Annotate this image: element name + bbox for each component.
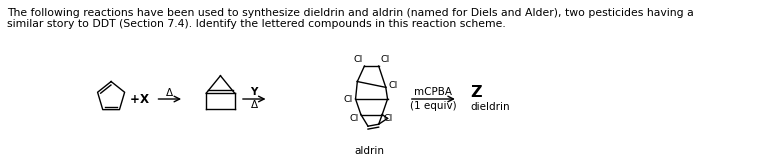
Text: aldrin: aldrin bbox=[354, 146, 384, 156]
Text: Cl: Cl bbox=[383, 114, 393, 123]
Text: similar story to DDT (Section 7.4). Identify the lettered compounds in this reac: similar story to DDT (Section 7.4). Iden… bbox=[7, 19, 506, 29]
Text: Cl: Cl bbox=[389, 81, 398, 90]
Text: X: X bbox=[139, 92, 149, 106]
Text: dieldrin: dieldrin bbox=[470, 102, 510, 112]
Text: Δ: Δ bbox=[251, 100, 258, 110]
Text: Δ: Δ bbox=[167, 88, 174, 98]
Text: The following reactions have been used to synthesize dieldrin and aldrin (named : The following reactions have been used t… bbox=[7, 8, 694, 18]
Text: +: + bbox=[130, 92, 140, 106]
Text: Cl: Cl bbox=[350, 114, 359, 123]
Text: (1 equiv): (1 equiv) bbox=[410, 101, 457, 111]
Text: Cl: Cl bbox=[380, 55, 389, 64]
Text: Z: Z bbox=[470, 85, 482, 100]
Text: Cl: Cl bbox=[343, 95, 353, 104]
Text: Y: Y bbox=[250, 87, 258, 97]
Text: Cl: Cl bbox=[353, 55, 363, 64]
Text: mCPBA: mCPBA bbox=[414, 87, 452, 97]
